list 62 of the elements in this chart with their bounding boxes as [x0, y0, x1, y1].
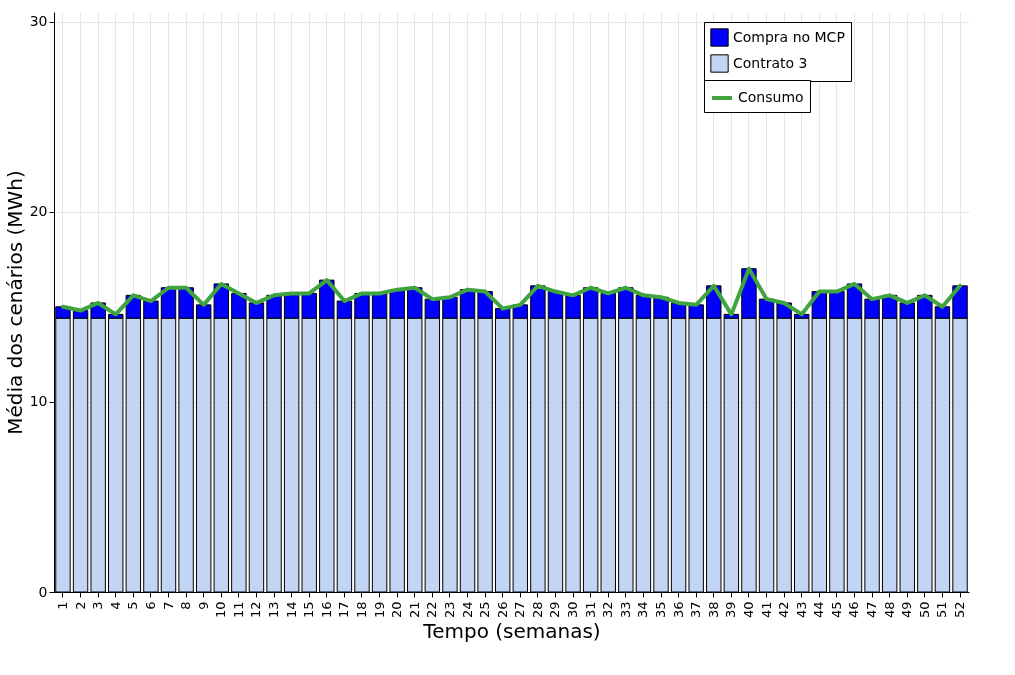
x-tick-label: 38: [705, 601, 721, 619]
x-tick-label: 44: [811, 601, 827, 619]
legend-label: Compra no MCP: [733, 28, 845, 45]
x-tick-label: 12: [248, 601, 264, 619]
x-tick-label: 11: [230, 601, 246, 619]
legend-label: Contrato 3: [733, 54, 808, 71]
x-tick-label: 19: [371, 601, 387, 619]
y-tick-label: 10: [29, 393, 48, 410]
y-tick-label: 30: [29, 13, 48, 30]
x-tick-label: 50: [916, 601, 932, 619]
x-tick-label: 5: [125, 601, 141, 610]
x-tick-label: 34: [635, 601, 651, 619]
y-tick-label: 20: [29, 203, 48, 220]
x-tick-label: 1: [54, 601, 70, 610]
x-tick-label: 36: [670, 601, 686, 619]
x-tick-label: 46: [846, 601, 862, 619]
x-tick-label: 10: [213, 601, 229, 619]
x-tick-label: 15: [301, 601, 317, 619]
x-tick-label: 37: [688, 601, 704, 619]
x-tick-label: 27: [512, 601, 528, 619]
y-tick-label: 0: [38, 583, 48, 600]
x-tick-label: 20: [389, 601, 405, 619]
x-tick-label: 48: [881, 601, 897, 619]
y-axis-title: Média dos cenários (MWh): [2, 170, 27, 435]
x-tick-label: 16: [318, 601, 334, 619]
x-tick-label: 13: [266, 601, 282, 619]
x-tick-label: 3: [90, 601, 106, 610]
x-tick-label: 39: [723, 601, 739, 619]
x-tick-label: 18: [353, 601, 369, 619]
x-tick-label: 33: [617, 601, 633, 619]
x-tick-label: 40: [740, 601, 756, 619]
x-tick-label: 41: [758, 601, 774, 619]
x-tick-label: 22: [424, 601, 440, 619]
x-tick-label: 35: [653, 601, 669, 619]
x-tick-label: 4: [107, 601, 123, 610]
x-tick-label: 28: [529, 601, 545, 619]
x-tick-label: 32: [600, 601, 616, 619]
x-tick-label: 31: [582, 601, 598, 619]
x-tick-label: 45: [828, 601, 844, 619]
x-tick-label: 43: [793, 601, 809, 619]
x-tick-label: 6: [142, 601, 158, 610]
x-tick-label: 26: [494, 601, 510, 619]
x-tick-label: 42: [776, 601, 792, 619]
line-series: [60, 266, 963, 317]
x-tick-label: 30: [565, 601, 581, 619]
x-tick-label: 29: [547, 601, 563, 619]
x-tick-label: 8: [178, 601, 194, 610]
x-tick-label: 47: [864, 601, 880, 619]
x-axis-title: Tempo (semanas): [422, 619, 601, 644]
x-tick-label: 14: [283, 601, 299, 619]
x-tick-label: 9: [195, 601, 211, 610]
legend-label: Consumo: [738, 89, 804, 105]
x-tick-label: 23: [441, 601, 457, 619]
x-tick-label: 49: [899, 601, 915, 619]
x-tick-label: 52: [952, 601, 968, 619]
x-tick-label: 17: [336, 601, 352, 619]
x-tick-label: 7: [160, 601, 176, 610]
x-tick-label: 21: [406, 601, 422, 619]
x-tick-label: 24: [459, 601, 475, 619]
x-tick-label: 25: [477, 601, 493, 619]
x-tick-label: 2: [72, 601, 88, 610]
x-tick-label: 51: [934, 601, 950, 619]
